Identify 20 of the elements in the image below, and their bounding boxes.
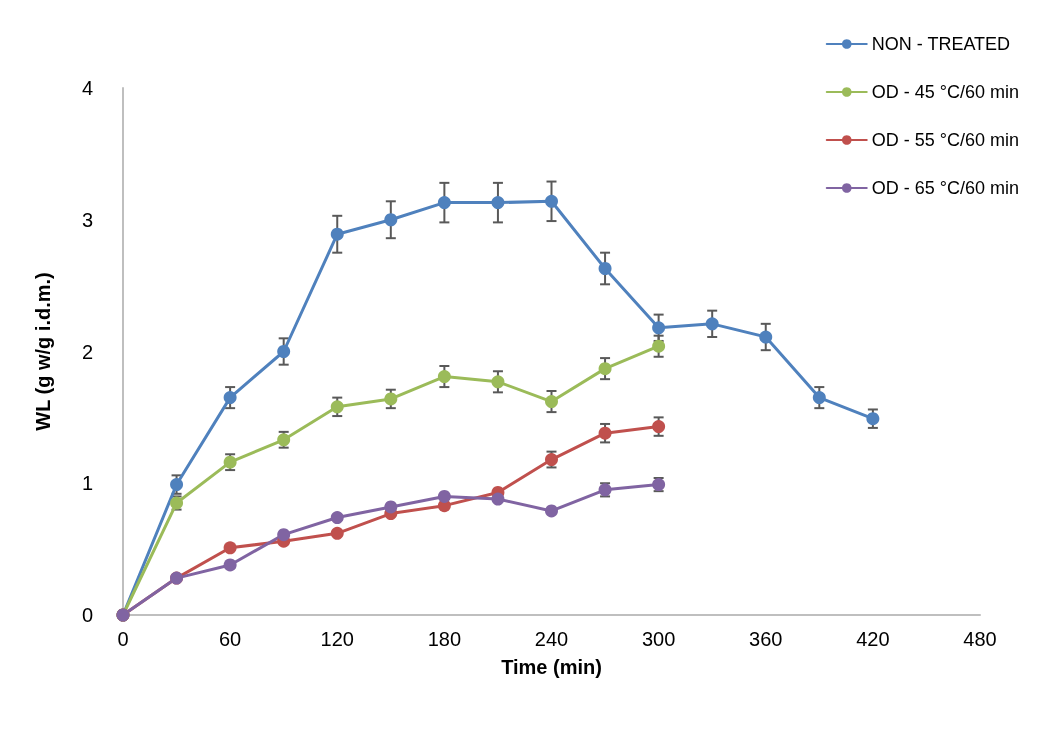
x-tick-label: 60 (219, 628, 242, 650)
x-tick-label: 180 (427, 628, 462, 650)
legend-label: OD - 55 °C/60 min (871, 130, 1020, 150)
x-axis-title: Time (min) (501, 656, 602, 678)
legend-label: OD - 65 °C/60 min (871, 178, 1020, 198)
y-tick-label: 1 (81, 472, 93, 495)
legend-label: OD - 45 °C/60 min (871, 82, 1020, 102)
y-tick-label: 4 (81, 77, 93, 99)
x-tick-label: 0 (117, 628, 129, 650)
y-tick-label: 3 (81, 208, 93, 231)
x-tick-label: 300 (641, 628, 676, 650)
x-tick-label: 480 (963, 628, 997, 650)
x-tick-label: 240 (534, 628, 569, 650)
y-tick-label: 2 (81, 340, 93, 363)
x-tick-label: 120 (320, 628, 354, 650)
y-axis-title: WL (g w/g i.d.m.) (32, 272, 54, 431)
y-tick-label: 0 (81, 604, 93, 626)
legend-label: NON - TREATED (871, 34, 1011, 54)
x-tick-label: 360 (749, 628, 783, 650)
x-tick-label: 420 (856, 628, 890, 650)
